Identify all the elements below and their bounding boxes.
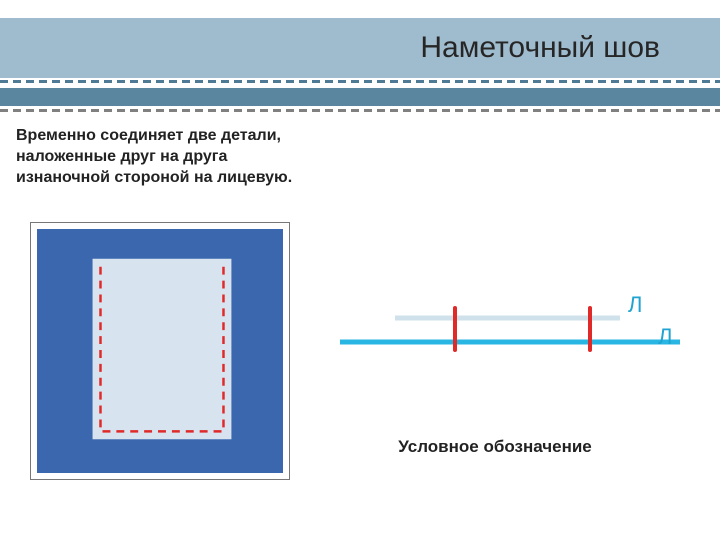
caption-text: Условное обозначение — [370, 436, 620, 458]
decor-dash-lower — [0, 109, 720, 112]
schematic-symbol: Л Л — [340, 290, 680, 370]
illustration-frame — [30, 222, 290, 480]
decor-dash-upper — [0, 80, 720, 83]
decor-stripe — [0, 88, 720, 106]
illustration — [37, 229, 283, 473]
page-title: Наметочный шов — [420, 31, 660, 65]
description-text: Временно соединяет две детали, наложенны… — [16, 126, 316, 188]
label-upper: Л — [628, 292, 642, 318]
label-lower: Л — [658, 324, 672, 350]
title-band: Наметочный шов — [0, 18, 720, 78]
